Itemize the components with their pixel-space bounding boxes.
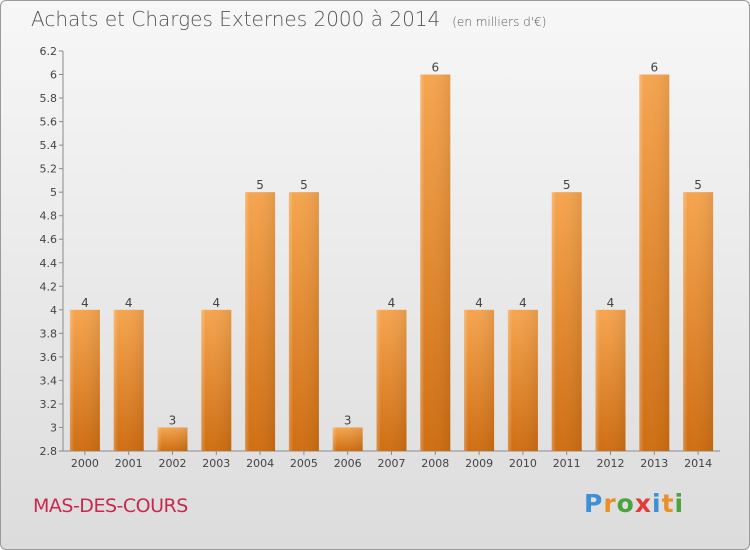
x-tick-label: 2009 [465, 457, 493, 470]
data-label: 4 [212, 296, 220, 310]
commune-name: MAS-DES-COURS [33, 495, 188, 517]
bar-shade [507, 309, 538, 451]
data-label: 4 [125, 296, 133, 310]
x-tick-label: 2004 [246, 457, 274, 470]
bar-shade [551, 192, 582, 452]
data-label: 6 [650, 61, 658, 75]
y-tick-label: 4.6 [40, 233, 58, 246]
y-tick-label: 6 [50, 69, 57, 82]
data-label: 4 [519, 296, 527, 310]
bar-shade [332, 427, 363, 451]
y-tick-label: 3.4 [40, 374, 58, 387]
x-tick-label: 2006 [334, 457, 362, 470]
x-tick-label: 2014 [684, 457, 712, 470]
bar-shade [420, 74, 451, 451]
bar-shade [245, 192, 276, 452]
x-tick-label: 2005 [290, 457, 318, 470]
chart-unit: (en milliers d'€) [452, 15, 547, 29]
proxiti-logo: Proxiti [584, 489, 685, 518]
x-tick-label: 2008 [421, 457, 449, 470]
data-label: 4 [607, 296, 615, 310]
bar-shade [464, 309, 495, 451]
y-tick-label: 2.8 [40, 445, 58, 458]
chart-title: Achats et Charges Externes 2000 à 2014 (e… [31, 7, 546, 31]
data-label: 3 [169, 413, 177, 427]
data-label: 5 [563, 178, 571, 192]
y-tick-label: 4 [50, 304, 57, 317]
bar-shade [157, 427, 188, 451]
x-tick-label: 2000 [71, 457, 99, 470]
x-tick-label: 2003 [202, 457, 230, 470]
y-tick-label: 5.6 [40, 116, 58, 129]
data-label: 4 [81, 296, 89, 310]
bar-shade [595, 309, 626, 451]
y-tick-label: 5.8 [40, 92, 58, 105]
y-tick-label: 3 [50, 421, 57, 434]
y-tick-label: 5 [50, 186, 57, 199]
data-label: 4 [475, 296, 483, 310]
y-tick-label: 3.6 [40, 351, 58, 364]
y-tick-label: 6.2 [40, 45, 58, 58]
chart-title-text: Achats et Charges Externes 2000 à 2014 [31, 7, 441, 31]
data-label: 5 [300, 178, 308, 192]
bar-shade [201, 309, 232, 451]
data-label: 5 [694, 178, 702, 192]
x-tick-label: 2002 [159, 457, 187, 470]
data-label: 4 [388, 296, 396, 310]
data-label: 3 [344, 413, 352, 427]
bar-shade [288, 192, 319, 452]
y-tick-label: 4.2 [40, 280, 58, 293]
data-label: 6 [431, 61, 439, 75]
x-tick-label: 2012 [597, 457, 625, 470]
y-tick-label: 5.4 [40, 139, 58, 152]
bar-shade [683, 192, 714, 452]
y-tick-label: 4.8 [40, 210, 58, 223]
bar-shade [113, 309, 144, 451]
data-label: 5 [256, 178, 264, 192]
bar-shade [639, 74, 670, 451]
y-tick-label: 3.2 [40, 398, 58, 411]
y-tick-label: 5.2 [40, 163, 58, 176]
x-tick-label: 2010 [509, 457, 537, 470]
x-tick-label: 2007 [378, 457, 406, 470]
bar-shade [376, 309, 407, 451]
x-tick-label: 2001 [115, 457, 143, 470]
x-tick-label: 2013 [640, 457, 668, 470]
y-tick-label: 3.8 [40, 327, 58, 340]
bar-shade [69, 309, 100, 451]
x-tick-label: 2011 [553, 457, 581, 470]
y-tick-label: 4.4 [40, 257, 58, 270]
